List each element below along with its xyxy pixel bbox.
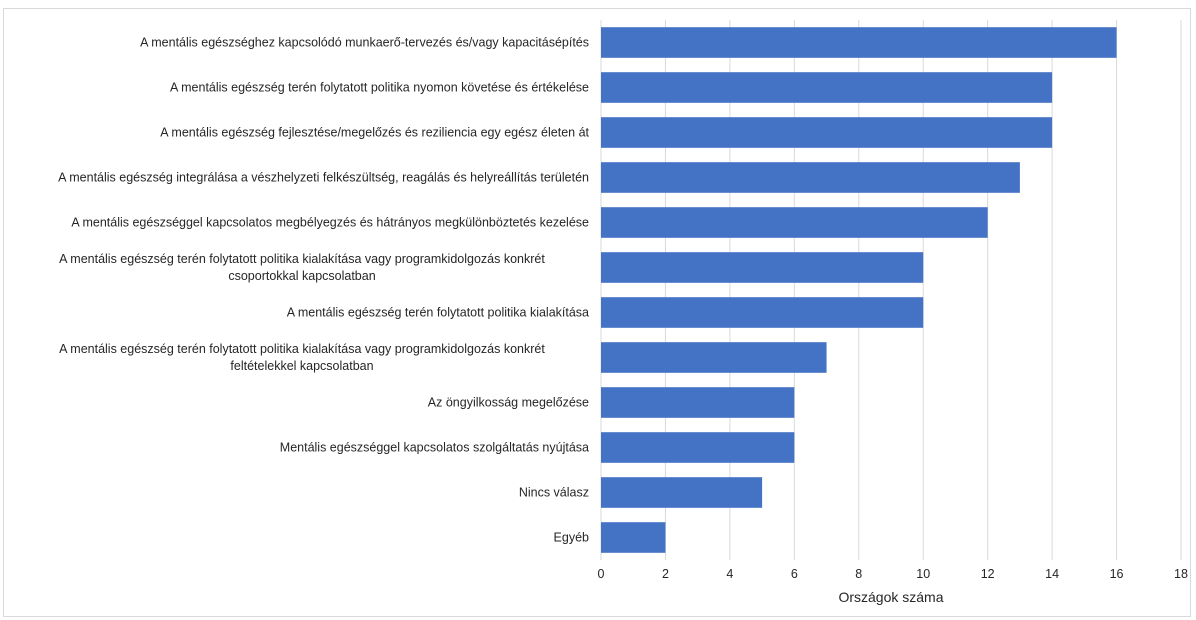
chart-frame: A mentális egészséghez kapcsolódó munkae… xyxy=(3,8,1191,617)
x-tick-label: 18 xyxy=(1174,567,1188,581)
category-label: A mentális egészséghez kapcsolódó munkae… xyxy=(140,36,589,50)
category-label-line: A mentális egészséggel kapcsolatos megbé… xyxy=(71,216,589,230)
category-label: A mentális egészség fejlesztése/megelőzé… xyxy=(160,126,589,140)
category-label-line: A mentális egészség integrálása a vészhe… xyxy=(58,171,589,185)
category-labels: A mentális egészséghez kapcsolódó munkae… xyxy=(58,36,589,545)
bar xyxy=(601,162,1020,193)
x-tick-label: 14 xyxy=(1045,567,1059,581)
bar xyxy=(601,432,795,463)
bar xyxy=(601,117,1053,148)
category-label: A mentális egészség terén folytatott pol… xyxy=(170,81,589,95)
x-tick-label: 16 xyxy=(1110,567,1124,581)
category-label-line: Egyéb xyxy=(554,531,589,545)
category-label: Az öngyilkosság megelőzése xyxy=(428,396,589,410)
bar xyxy=(601,72,1053,103)
category-label-line: A mentális egészség terén folytatott pol… xyxy=(170,81,589,95)
category-label: A mentális egészség terén folytatott pol… xyxy=(59,342,545,373)
bar xyxy=(601,522,666,553)
category-label: Nincs válasz xyxy=(519,486,589,500)
bar xyxy=(601,27,1117,58)
category-label: A mentális egészség terén folytatott pol… xyxy=(287,306,589,320)
bar xyxy=(601,387,795,418)
x-axis-title: Országok száma xyxy=(838,589,943,605)
x-tick-label: 6 xyxy=(791,567,798,581)
category-label: Mentális egészséggel kapcsolatos szolgál… xyxy=(280,441,589,455)
category-label: A mentális egészség terén folytatott pol… xyxy=(59,252,545,283)
x-tick-label: 12 xyxy=(981,567,995,581)
category-label: A mentális egészséggel kapcsolatos megbé… xyxy=(71,216,589,230)
x-tick-label: 2 xyxy=(662,567,669,581)
bar xyxy=(601,297,924,328)
category-label-line: A mentális egészség terén folytatott pol… xyxy=(59,252,545,266)
category-label-line: Mentális egészséggel kapcsolatos szolgál… xyxy=(280,441,589,455)
bar xyxy=(601,477,763,508)
bar xyxy=(601,252,924,283)
category-label-line: Az öngyilkosság megelőzése xyxy=(428,396,589,410)
x-tick-label: 4 xyxy=(726,567,733,581)
x-tick-label: 0 xyxy=(598,567,605,581)
bar xyxy=(601,207,988,238)
category-label-line: A mentális egészség fejlesztése/megelőzé… xyxy=(160,126,589,140)
category-label-line: feltételekkel kapcsolatban xyxy=(230,359,373,373)
bar-chart: A mentális egészséghez kapcsolódó munkae… xyxy=(58,20,1188,605)
bar xyxy=(601,342,827,373)
x-tick-label: 10 xyxy=(916,567,930,581)
gridlines xyxy=(600,20,1182,560)
category-label-line: csoportokkal kapcsolatban xyxy=(228,269,375,283)
category-label-line: A mentális egészség terén folytatott pol… xyxy=(287,306,589,320)
category-label: Egyéb xyxy=(554,531,589,545)
x-tick-labels: 0 2 4 6 8 10 12 14 16 18 xyxy=(598,567,1188,581)
bars xyxy=(601,27,1117,553)
category-label: A mentális egészség integrálása a vészhe… xyxy=(58,171,589,185)
category-label-line: A mentális egészség terén folytatott pol… xyxy=(59,342,545,356)
category-label-line: Nincs válasz xyxy=(519,486,589,500)
x-tick-label: 8 xyxy=(855,567,862,581)
category-label-line: A mentális egészséghez kapcsolódó munkae… xyxy=(140,36,589,50)
